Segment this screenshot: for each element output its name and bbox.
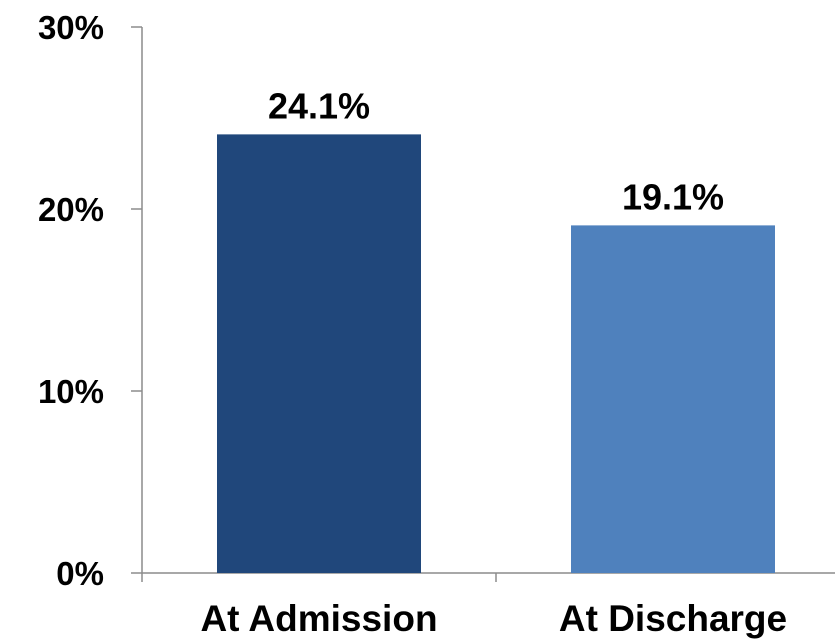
bar-at-admission [217,134,421,573]
category-label: At Admission [200,598,437,639]
y-tick-label: 20% [38,191,104,228]
category-labels: At Admission At Discharge [200,598,787,639]
y-tick-label: 30% [38,9,104,46]
data-label: 24.1% [268,85,370,126]
bars [217,134,775,573]
data-labels: 24.1% 19.1% [268,85,724,217]
y-tick-label: 10% [38,373,104,410]
bar-at-discharge [571,225,775,573]
x-axis [141,572,835,582]
category-label: At Discharge [559,598,787,639]
y-tick-group: 0% 10% 20% 30% [38,9,142,592]
y-tick-label: 0% [56,555,104,592]
data-label: 19.1% [622,176,724,217]
